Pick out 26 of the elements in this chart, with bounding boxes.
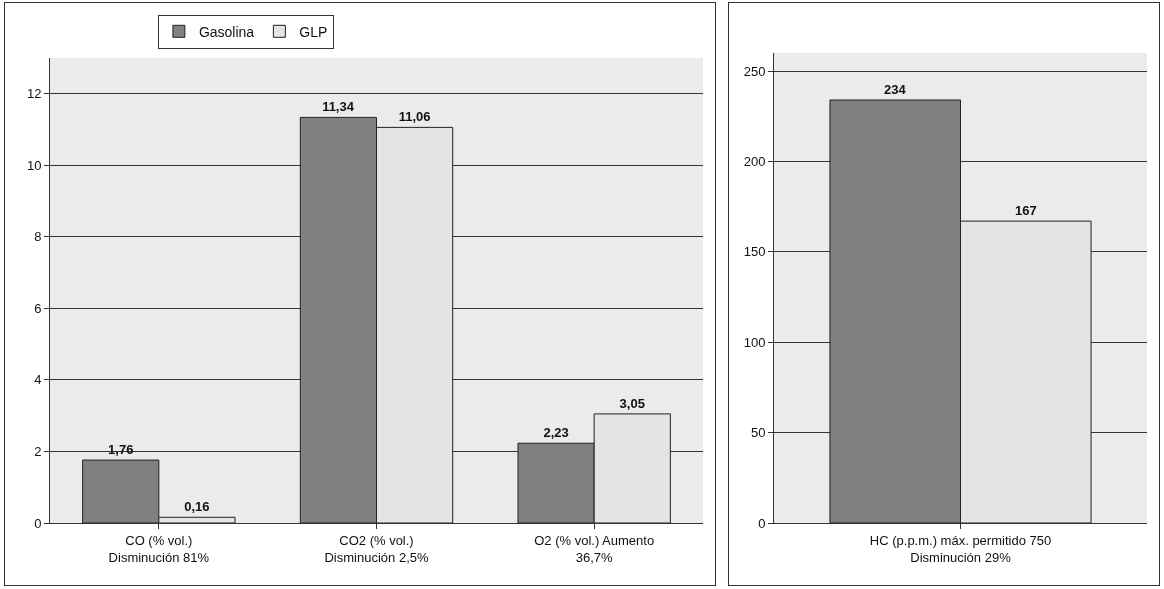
text: 11,06 (398, 109, 431, 125)
y-tick-label: 100 (743, 334, 766, 350)
legend-label: Gasolina (198, 23, 255, 40)
text: 3,05 (619, 395, 645, 411)
y-tick-label: 0 (34, 515, 42, 531)
y-tick-label: 2 (34, 444, 42, 460)
y-tick-label: 150 (743, 244, 766, 260)
y-tick-label: 250 (743, 63, 766, 79)
y-tick-label: 0 (758, 515, 766, 531)
y-tick-label: 4 (34, 372, 42, 388)
y-tick-label: 200 (743, 154, 766, 170)
y-tick-label: 12 (26, 86, 42, 102)
y-tick-label: 8 (34, 229, 42, 245)
text: 167 (1014, 203, 1037, 219)
text: 11,34 (322, 99, 354, 115)
x-tick-label: CO (% vol.) Disminución 81% (108, 532, 210, 565)
x-tick-label: HC (p.p.m.) máx. permitido 750 Disminución 29% (869, 532, 1052, 565)
legend-label: GLP (299, 23, 328, 40)
text: 2,23 (543, 425, 569, 441)
y-tick-label: 10 (26, 157, 42, 173)
text: 0,16 (184, 499, 210, 515)
x-tick-label: CO2 (% vol.) Disminución 2,5% (324, 532, 429, 565)
y-tick-label: 6 (34, 300, 42, 316)
text: 234 (883, 82, 906, 97)
x-tick-label: O2 (% vol.) Aumento 36,7% (534, 532, 655, 565)
y-tick-label: 50 (750, 425, 766, 441)
